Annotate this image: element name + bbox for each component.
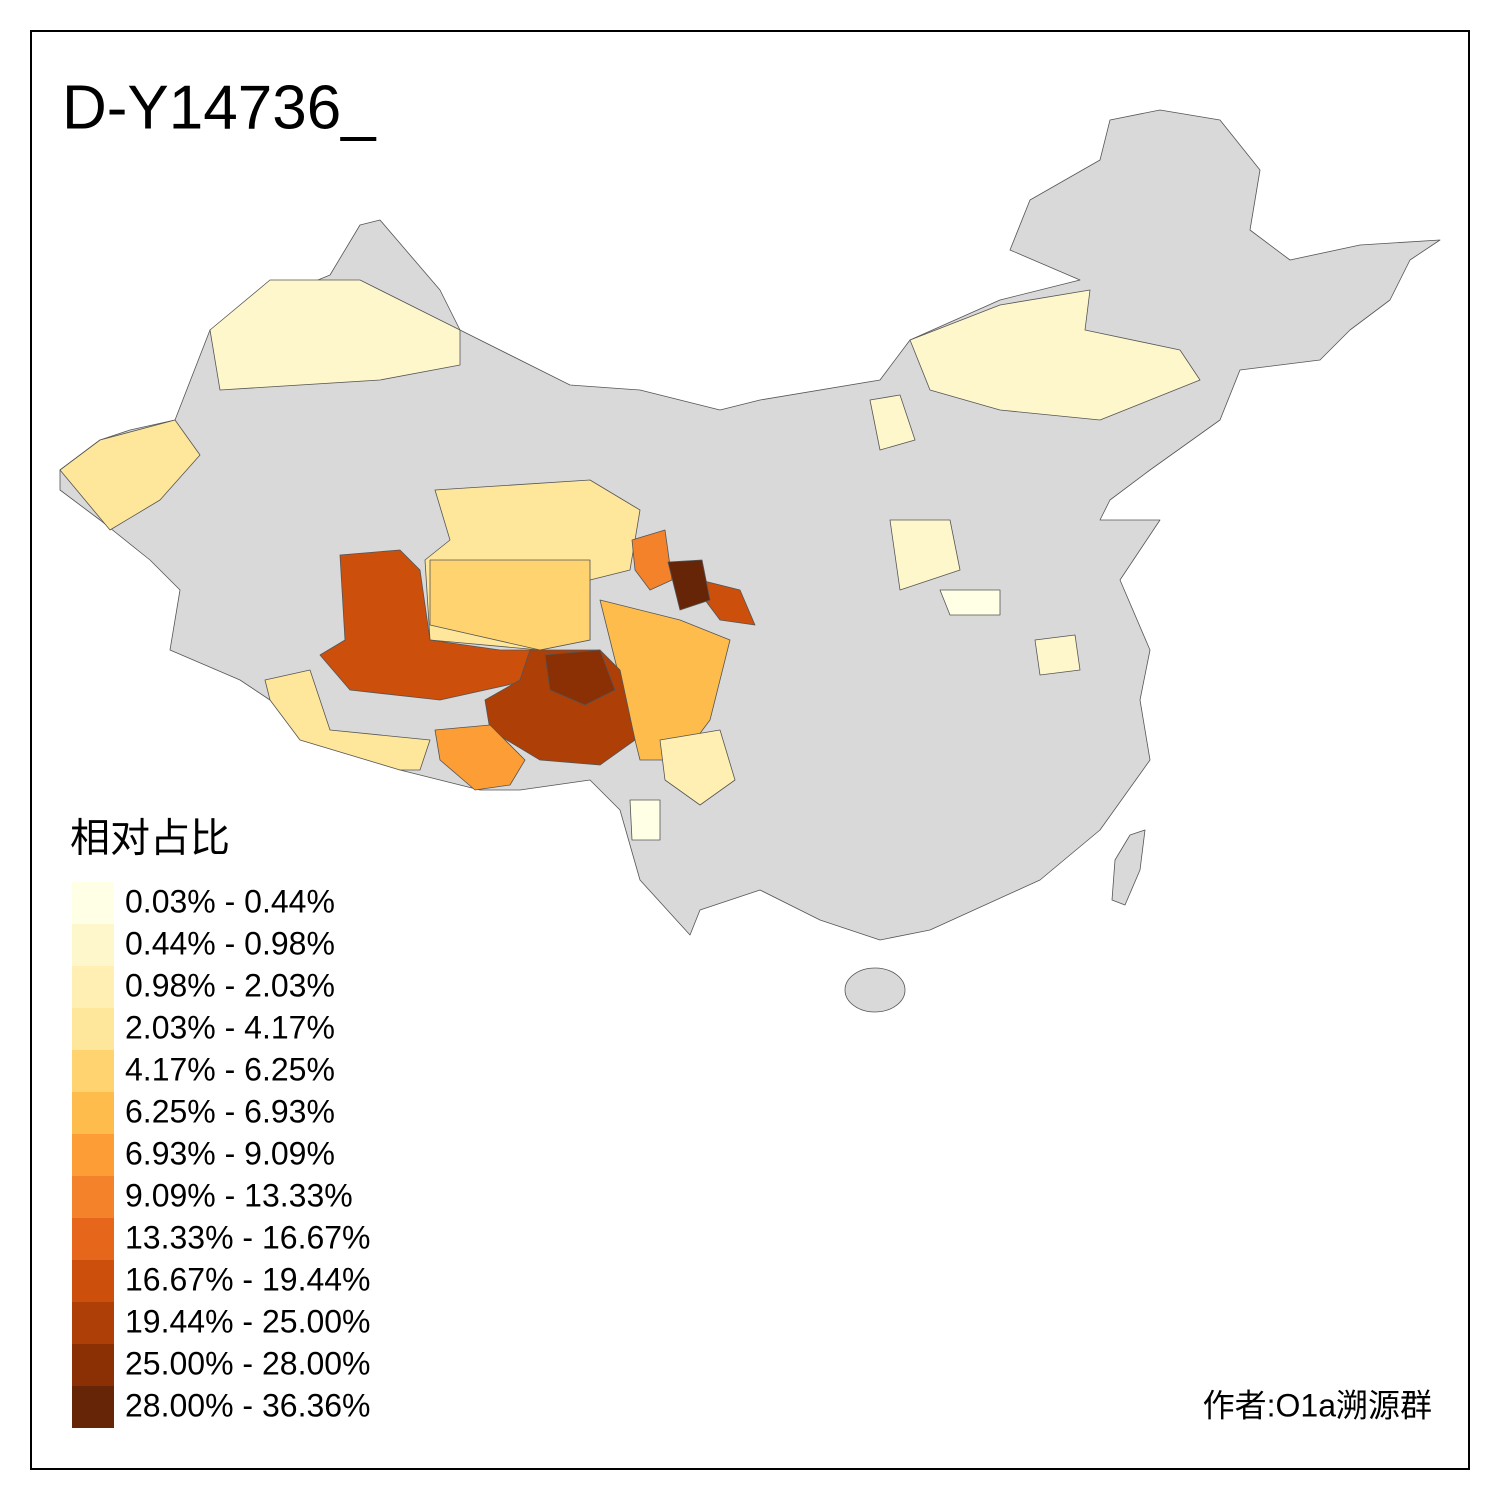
region — [1034, 634, 1081, 676]
region — [429, 559, 591, 651]
legend: 0.03% - 0.44% 0.44% - 0.98% 0.98% - 2.03% 2… — [72, 882, 371, 1428]
legend-label: 28.00% - 36.36% — [125, 1387, 371, 1423]
legend-title: 相对占比 — [70, 817, 230, 861]
legend-swatch — [72, 1092, 114, 1134]
region — [59, 419, 201, 531]
legend-swatch — [72, 1050, 114, 1092]
legend-label: 0.98% - 2.03% — [125, 967, 335, 1003]
legend-label: 2.03% - 4.17% — [125, 1009, 335, 1045]
legend-swatch — [72, 924, 114, 966]
legend-swatch — [72, 1260, 114, 1302]
legend-label: 6.25% - 6.93% — [125, 1093, 335, 1129]
legend-swatch — [72, 1386, 114, 1428]
legend-swatch — [72, 966, 114, 1008]
region — [631, 529, 673, 591]
legend-label: 9.09% - 13.33% — [125, 1177, 353, 1213]
legend-label: 4.17% - 6.25% — [125, 1051, 335, 1087]
region — [209, 279, 461, 391]
legend-label: 6.93% - 9.09% — [125, 1135, 335, 1171]
author-note: 作者:O1a溯源群 — [1203, 1387, 1432, 1423]
legend-swatch — [72, 1176, 114, 1218]
legend-label: 0.44% - 0.98% — [125, 925, 335, 961]
map — [59, 109, 1441, 1013]
region — [909, 289, 1201, 421]
region — [667, 559, 711, 611]
region — [939, 589, 1001, 616]
region — [889, 519, 961, 591]
legend-swatch — [72, 1218, 114, 1260]
map-title: D-Y14736_ — [62, 73, 377, 142]
legend-label: 19.44% - 25.00% — [125, 1303, 371, 1339]
legend-label: 25.00% - 28.00% — [125, 1345, 371, 1381]
region — [629, 799, 661, 841]
legend-label: 13.33% - 16.67% — [125, 1219, 371, 1255]
legend-label: 16.67% - 19.44% — [125, 1261, 371, 1297]
island — [844, 967, 906, 1013]
region — [264, 669, 431, 771]
region — [544, 649, 616, 706]
region — [434, 724, 526, 791]
region — [659, 729, 736, 806]
island — [1111, 829, 1146, 906]
legend-label: 0.03% - 0.44% — [125, 883, 335, 919]
legend-swatch — [72, 1008, 114, 1050]
frame — [30, 30, 1470, 1470]
region — [869, 394, 916, 451]
legend-swatch — [72, 882, 114, 924]
legend-swatch — [72, 1134, 114, 1176]
legend-swatch — [72, 1302, 114, 1344]
legend-swatch — [72, 1344, 114, 1386]
